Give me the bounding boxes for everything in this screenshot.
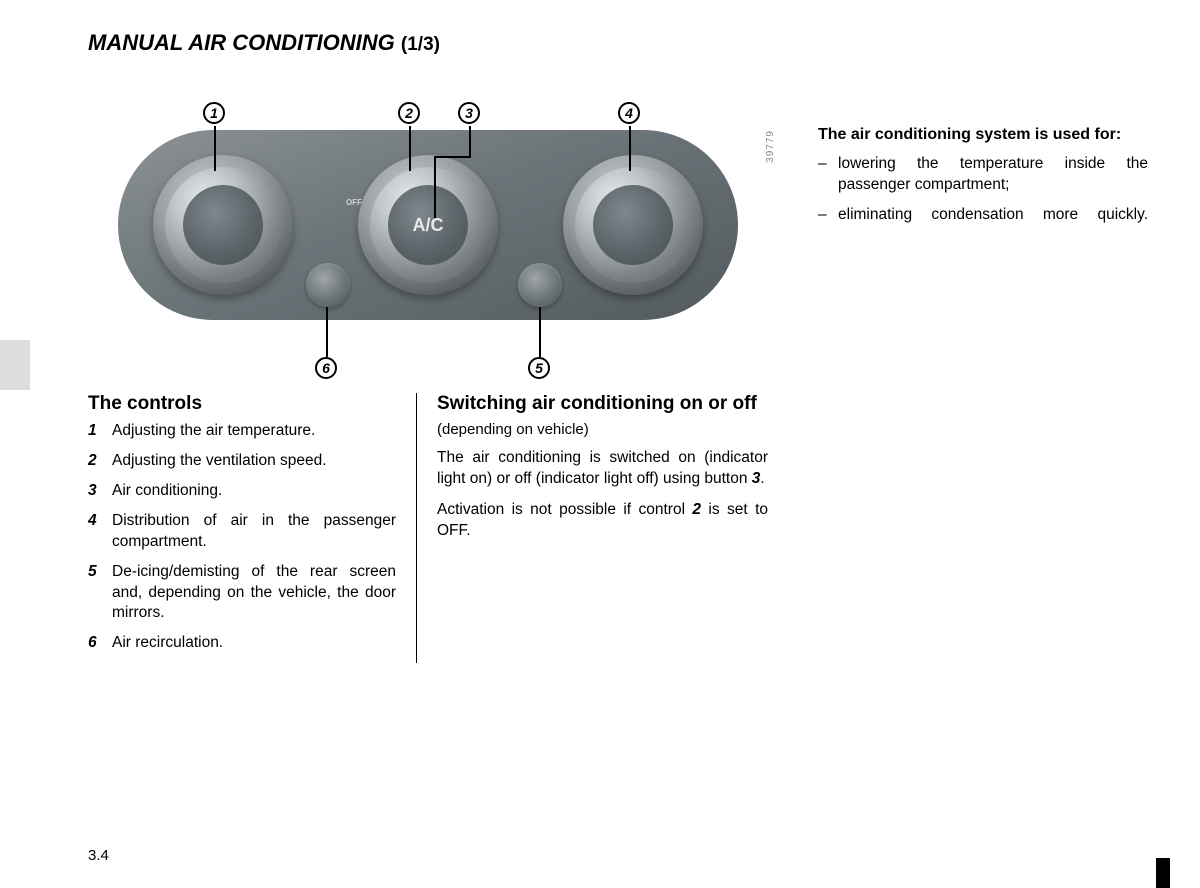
leader-line [326,307,328,357]
side-tab [0,340,30,390]
image-code: 39779 [765,130,776,163]
page-title: MANUAL AIR CONDITIONING (1/3) [88,30,1160,56]
callout-1: 1 [203,102,225,124]
leader-line [539,307,541,357]
leader-line [434,156,471,158]
title-main: MANUAL AIR CONDITIONING [88,30,395,55]
temperature-dial [153,155,293,295]
uses-item: lowering the temperature inside the pass… [818,154,1148,196]
callout-6: 6 [315,357,337,379]
title-suffix: (1/3) [401,34,440,55]
control-item: 3Air conditioning. [88,481,396,502]
leader-line [409,126,411,171]
footer-mark [1156,858,1170,888]
switching-para-2: Activation is not possible if control 2 … [437,500,768,542]
leader-line [214,126,216,171]
callout-4: 4 [618,102,640,124]
control-item: 4Distribution of air in the passenger co… [88,511,396,553]
leader-line [629,126,631,171]
uses-list: lowering the temperature inside the pass… [818,154,1148,226]
leader-line [434,156,436,218]
callout-5: 5 [528,357,550,379]
control-item: 2Adjusting the ventilation speed. [88,451,396,472]
callout-3: 3 [458,102,480,124]
fan-speed-dial: A/C [358,155,498,295]
uses-heading: The air conditioning system is used for: [818,125,1148,146]
recirculation-button [306,263,350,307]
control-item: 6Air recirculation. [88,633,396,654]
air-distribution-dial [563,155,703,295]
rear-demist-button [518,263,562,307]
off-label: OFF [346,198,362,207]
control-item: 1Adjusting the air temperature. [88,421,396,442]
controls-heading: The controls [88,393,396,415]
controls-list: 1Adjusting the air temperature. 2Adjusti… [88,421,396,654]
callout-2: 2 [398,102,420,124]
control-item: 5De-icing/demisting of the rear screen a… [88,562,396,625]
switching-subtitle: (depending on vehicle) [437,421,768,438]
page-number: 3.4 [88,847,109,864]
controls-figure: A/C OFF 1 2 3 4 6 [88,70,768,385]
ac-button-label: A/C [388,185,468,265]
switching-heading: Switching air conditioning on or off [437,393,768,415]
switching-para-1: The air conditioning is switched on (ind… [437,448,768,490]
leader-line [469,126,471,156]
uses-item: eliminating condensation more quickly. [818,205,1148,226]
